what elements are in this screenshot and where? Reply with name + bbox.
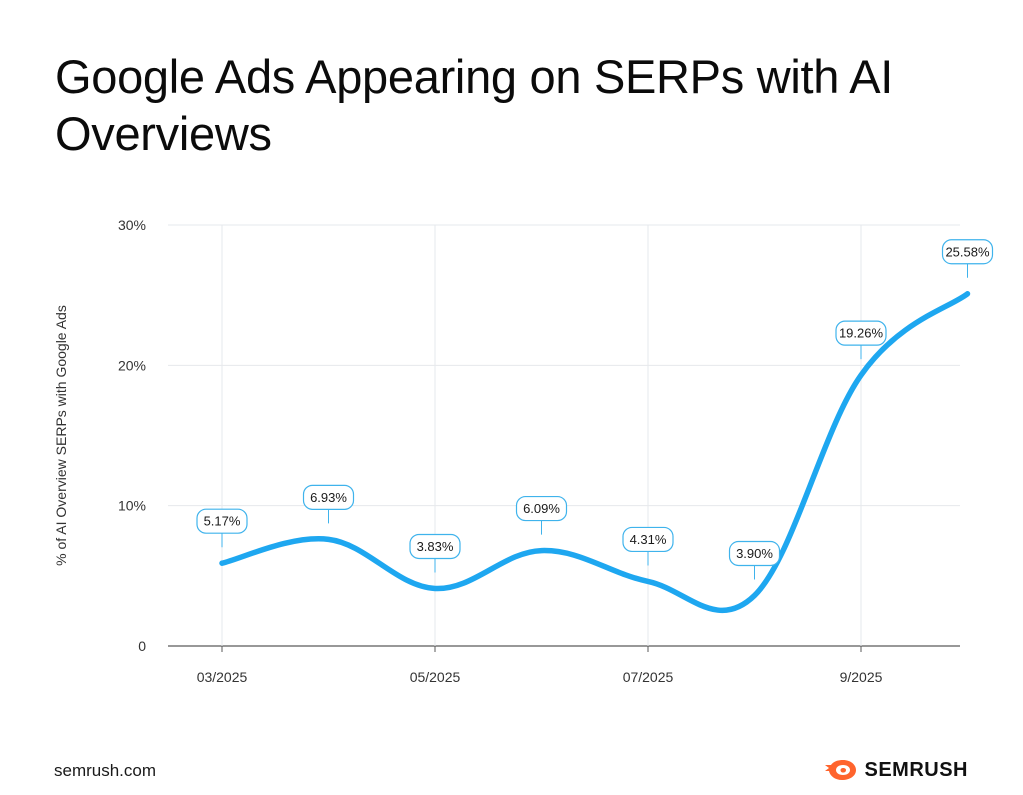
data-label-text: 3.90% [736, 546, 773, 561]
y-tick-label: 30% [118, 217, 146, 233]
data-label: 3.83% [409, 533, 461, 573]
data-label-box [728, 540, 781, 567]
data-label: 5.17% [196, 508, 248, 548]
x-tick-label: 9/2025 [840, 669, 883, 685]
data-label-text: 4.31% [630, 532, 667, 547]
brand-name: SEMRUSH [864, 758, 968, 781]
x-tick-label: 05/2025 [410, 669, 461, 685]
data-label-text: 6.93% [310, 490, 347, 505]
data-label-text: 19.26% [839, 326, 884, 341]
data-label-box [622, 526, 674, 553]
data-label-box [409, 533, 461, 560]
footer-site: semrush.com [54, 761, 157, 780]
data-label-text: 5.17% [204, 514, 241, 529]
y-axis-title: % of AI Overview SERPs with Google Ads [53, 305, 69, 566]
data-label: 6.93% [302, 484, 355, 524]
series-line [219, 291, 971, 614]
data-label-box [835, 320, 887, 346]
y-tick-label: 20% [118, 357, 146, 373]
data-label: 19.26% [835, 320, 887, 360]
data-label: 25.58% [941, 239, 994, 278]
data-label-text: 6.09% [523, 501, 560, 516]
y-tick-label: 10% [118, 498, 146, 514]
data-label: 6.09% [515, 495, 568, 535]
data-label-text: 3.83% [417, 539, 454, 554]
x-tick-label: 07/2025 [623, 669, 674, 685]
x-tick-label: 03/2025 [197, 669, 248, 685]
data-label-text: 25.58% [945, 244, 990, 259]
data-label-box [196, 508, 248, 534]
data-label: 3.90% [728, 540, 781, 580]
chart-title: Google Ads Appearing on SERPs with AI Ov… [55, 50, 894, 160]
brand-logo: SEMRUSH [824, 757, 968, 783]
y-tick-label: 0 [138, 638, 146, 654]
data-label-box [941, 239, 994, 265]
semrush-flame-icon [825, 760, 857, 780]
data-label-box [302, 484, 355, 510]
data-label-box [515, 495, 568, 522]
data-label: 4.31% [622, 526, 674, 566]
